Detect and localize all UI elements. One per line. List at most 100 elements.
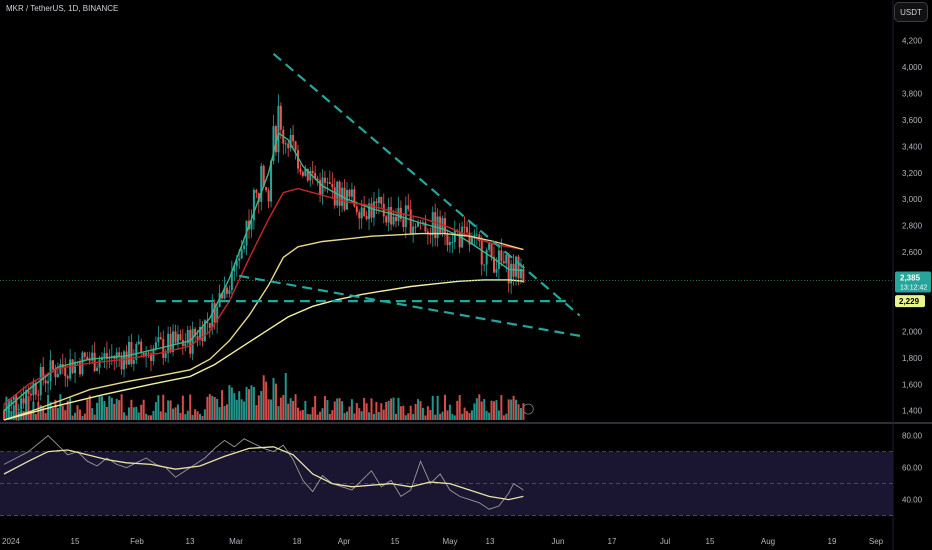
time-tick: Jun	[552, 537, 565, 546]
volume-bar	[473, 403, 476, 420]
volume-bar	[287, 403, 290, 420]
volume-bar	[419, 401, 422, 420]
candle-body	[196, 336, 199, 340]
candle-body	[194, 328, 197, 337]
price-tick: 3,000	[902, 195, 923, 204]
candle-body	[262, 165, 265, 187]
volume-bar	[444, 394, 446, 420]
time-tick: 19	[828, 537, 837, 546]
volume-bar	[66, 400, 69, 420]
candle-body	[323, 177, 326, 183]
candle-body	[118, 352, 121, 357]
rsi-tick: 40.00	[902, 496, 923, 505]
candle-body	[502, 261, 505, 264]
candle-body	[294, 141, 297, 151]
volume-bar	[390, 398, 393, 420]
candle-body	[304, 168, 307, 176]
time-tick: 17	[608, 537, 617, 546]
volume-bar	[245, 386, 248, 420]
candle-body	[49, 360, 52, 382]
volume-bar	[468, 412, 471, 420]
volume-bar	[301, 409, 304, 420]
volume-bar	[81, 415, 84, 420]
volume-bar	[368, 412, 371, 420]
volume-bar	[466, 411, 469, 420]
volume-bar	[176, 404, 179, 420]
volume-bar	[439, 413, 442, 420]
volume-bar	[294, 394, 297, 420]
candle-body	[448, 242, 451, 246]
volume-bar	[34, 414, 37, 420]
volume-bar	[115, 398, 118, 420]
candle-body	[414, 226, 417, 228]
volume-bar	[475, 398, 478, 420]
volume-bar	[517, 404, 520, 420]
volume-bar	[360, 411, 363, 420]
price-tick: 3,800	[902, 89, 923, 98]
volume-bar	[434, 414, 437, 420]
volume-bar	[49, 401, 52, 420]
time-tick: 2024	[2, 537, 20, 546]
volume-bar	[272, 377, 275, 420]
volume-bar	[353, 413, 356, 420]
candle-body	[328, 182, 331, 184]
volume-bar	[510, 399, 513, 420]
volume-bar	[297, 407, 299, 420]
candle-body	[493, 256, 495, 273]
candle-body	[377, 196, 380, 204]
candle-body	[360, 207, 363, 219]
currency-button[interactable]: USDT	[894, 2, 928, 22]
volume-bar	[142, 399, 145, 420]
rsi-line-rsi_ma	[3, 446, 524, 501]
candle-body	[199, 326, 201, 340]
volume-bar	[240, 399, 243, 420]
candle-body	[147, 352, 150, 354]
candle-body	[255, 189, 258, 193]
volume-bar	[372, 413, 375, 420]
time-tick: Apr	[338, 537, 351, 546]
volume-bar	[221, 390, 224, 420]
price-tick: 1,800	[902, 354, 923, 363]
last-price-badge: 2,385 13:12:42	[895, 271, 931, 293]
bolt-icon	[522, 403, 534, 415]
volume-bar	[260, 390, 263, 420]
volume-bar	[274, 383, 277, 420]
candle-body	[434, 212, 437, 239]
candle-body	[154, 342, 157, 349]
candle-body	[47, 381, 50, 384]
volume-bar	[382, 409, 385, 420]
candle-body	[417, 222, 420, 227]
volume-bar	[125, 415, 128, 420]
candle-body	[265, 186, 268, 191]
candle-body	[301, 171, 304, 176]
volume-bar	[399, 406, 402, 420]
candle-body	[142, 352, 145, 357]
candle-body	[83, 352, 86, 357]
volume-bar	[512, 395, 515, 420]
candle-body	[66, 376, 69, 379]
candle-body	[91, 352, 94, 361]
candle-body	[314, 173, 317, 179]
candle-body	[311, 171, 314, 174]
candle-body	[353, 189, 356, 207]
candle-body	[473, 234, 476, 237]
last-price-bg	[895, 271, 931, 293]
ma-line-ema_200	[3, 279, 524, 421]
ma-line-ema_fast	[3, 131, 524, 412]
volume-bar	[424, 415, 427, 420]
volume-bar	[395, 413, 397, 420]
last-price-value: 2,385	[900, 274, 921, 283]
candle-body	[453, 230, 456, 243]
trendline-lower_descending	[239, 274, 585, 338]
candle-body	[326, 182, 329, 184]
time-tick: 13	[486, 537, 495, 546]
candle-body	[240, 248, 243, 259]
volume-bar	[326, 400, 329, 420]
candle-body	[260, 165, 263, 202]
volume-bar	[505, 413, 508, 420]
candle-body	[42, 366, 45, 381]
volume-bar	[257, 395, 260, 420]
candle-body	[135, 343, 138, 360]
candle-body	[363, 207, 366, 217]
